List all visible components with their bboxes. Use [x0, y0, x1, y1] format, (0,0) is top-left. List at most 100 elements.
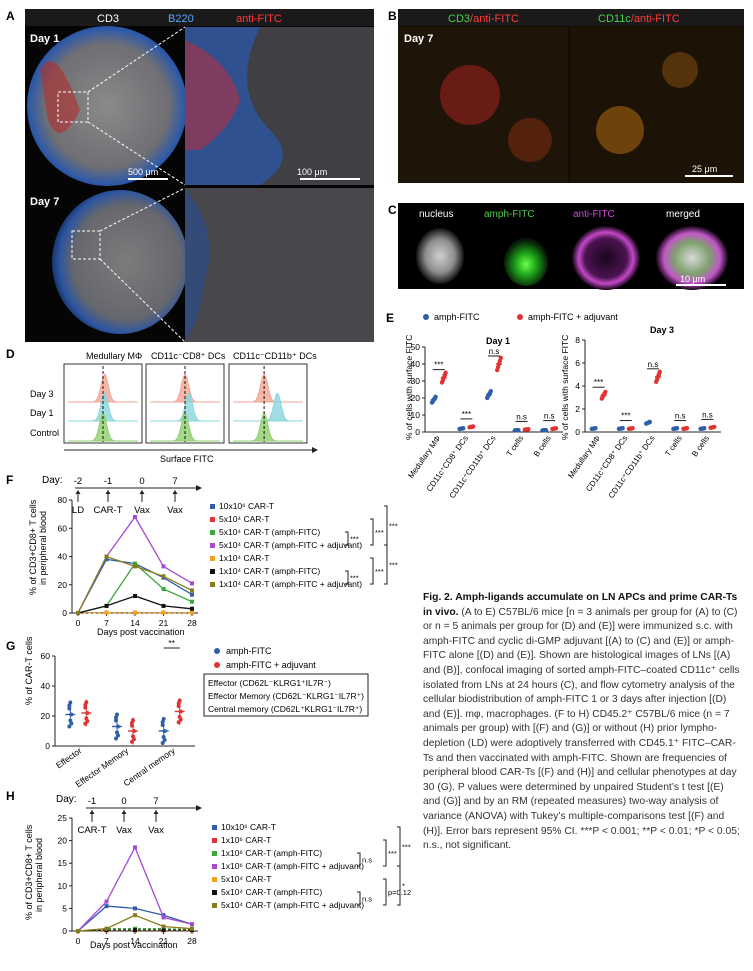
chart-h-timeline-tip — [153, 810, 159, 814]
panel-g-ylabel: % of CAR-T cells — [24, 636, 34, 705]
chart-f-series-point — [104, 557, 109, 562]
chart-h-bracket-label: n.s — [362, 895, 372, 904]
day1-y-tick-label: 0 — [415, 427, 420, 437]
day1-category-label: B cells — [532, 434, 553, 458]
chart-h-legend-swatch — [212, 851, 217, 856]
label-day7-b: Day 7 — [404, 33, 433, 45]
chart-f-series-point — [190, 588, 194, 593]
chart-h-bracket-label: *** — [402, 843, 411, 852]
day3-sig-label: *** — [594, 378, 603, 387]
label-anti-fitc-c: anti-FITC — [573, 209, 615, 220]
chart-h-bracket — [397, 826, 401, 867]
chart-h-series-point — [190, 926, 194, 931]
chart-f-timeline-event: CAR-T — [93, 505, 122, 516]
chart-g-y-tick-label: 0 — [45, 741, 50, 751]
panel-h-ylabel-2: in peripheral blood — [34, 838, 44, 912]
histogram-xlabel: Surface FITC — [160, 454, 214, 464]
chart-f-legend-swatch — [210, 582, 215, 587]
chart-f-bracket — [384, 544, 388, 585]
chart-h-legend-label: 5x10⁴ CAR-T — [221, 874, 271, 884]
panel-f-ylabel-2: in peripheral blood — [38, 511, 48, 585]
chart-f-series-point — [161, 564, 166, 569]
day1-sig-label: *** — [434, 361, 443, 370]
chart-f-series-point — [104, 610, 109, 615]
day3-point-adj — [654, 377, 660, 382]
histogram-title-medullary: Medullary MΦ — [86, 351, 142, 361]
panel-letter-h: H — [6, 789, 15, 803]
label-b220: B220 — [168, 13, 194, 25]
chart-f-series-point — [104, 603, 109, 608]
panel-letter-b: B — [388, 9, 397, 23]
chart-f-series-point — [133, 610, 137, 615]
day3-y-tick-label: 0 — [575, 427, 580, 437]
panel-e-ylabel-1: % of cells with surface FITC — [404, 335, 414, 440]
chart-f-series-point — [133, 564, 137, 569]
chart-h-y-tick-label: 15 — [58, 858, 68, 868]
day3-point-adj — [656, 372, 662, 377]
chart-f-x-tick-label: 7 — [104, 618, 109, 628]
chart-f-bracket-label: *** — [375, 567, 384, 576]
panel-h-ylabel-1: % of CD3+CD8+ T cells — [24, 824, 34, 920]
histogram-box — [145, 363, 225, 444]
chart-h-series-point — [104, 926, 109, 931]
day1-point-adj — [497, 358, 503, 364]
chart-h-series-point — [104, 904, 109, 909]
row-label-control: Control — [30, 428, 59, 438]
scalebar-500um: 500 μm — [128, 167, 158, 177]
chart-f-series-point — [161, 586, 166, 591]
chart-f-bracket — [345, 570, 349, 585]
chart-h-timeline-day: 7 — [153, 796, 158, 807]
chart-f-legend-swatch — [210, 504, 215, 509]
chart-h-legend-swatch — [212, 903, 217, 908]
chart-f-bracket — [384, 505, 388, 546]
panel-e-scatter: amph-FITC amph-FITC + adjuvant % of cell… — [404, 312, 721, 500]
chart-f-legend-label: 1x10⁴ CAR-T (amph-FITC) — [219, 566, 320, 576]
chart-f-legend-label: 5x10⁴ CAR-T (amph-FITC + adjuvant) — [219, 540, 362, 550]
chart-f-timeline-day: -1 — [104, 476, 112, 487]
label-anti-fitc: anti-FITC — [236, 13, 282, 25]
day1-y-tick-label: 20 — [411, 393, 421, 403]
day3-sig-label: n.s — [702, 410, 713, 419]
label-antifitc-b2: /anti-FITC — [631, 13, 680, 25]
label-cd3-b: CD3 — [448, 13, 470, 25]
chart-g-y-tick-label: 20 — [41, 711, 51, 721]
svg-text:CD3/anti-FITC: CD3/anti-FITC — [448, 13, 519, 25]
scalebar-10um: 10 μm — [680, 274, 705, 284]
chart-f-legend-label: 5x10⁴ CAR-T (amph-FITC) — [219, 527, 320, 537]
panel-letter-c: C — [388, 203, 397, 217]
day3-y-tick-label: 6 — [575, 358, 580, 368]
chart-f-legend-label: 10x10⁶ CAR-T — [219, 501, 274, 511]
day1-point-adj — [440, 377, 446, 383]
day1-y-tick-label: 10 — [411, 410, 421, 420]
legend-amph-fitc-e: amph-FITC — [434, 312, 480, 322]
label-antifitc-b1: /anti-FITC — [470, 13, 519, 25]
chart-f-legend-swatch — [210, 556, 215, 561]
chart-h-series-point — [133, 913, 137, 918]
chart-h-y-tick-label: 20 — [58, 836, 68, 846]
panel-letter-g: G — [6, 639, 15, 653]
day1-point-adj — [442, 372, 447, 378]
scalebar-25um: 25 μm — [692, 164, 717, 174]
panel-a-histology: CD3 B220 anti-FITC Day 1 500 μm 100 μm D… — [25, 9, 374, 343]
day1-y-tick-label: 30 — [411, 376, 421, 386]
timeline-h-day-label: Day: — [56, 794, 77, 805]
chart-h-timeline-tip — [89, 810, 95, 814]
panel-e-title-day3: Day 3 — [650, 325, 674, 335]
chart-f-series-point — [104, 554, 109, 559]
chart-h-y-tick-label: 0 — [62, 926, 67, 936]
chart-h-series-point — [133, 928, 137, 933]
chart-g-category-label: Effector — [54, 745, 84, 770]
chart-f-series-point — [190, 610, 194, 615]
chart-f-x-tick-label: 21 — [159, 618, 169, 628]
panel-f-xlabel: Days post vaccination — [97, 627, 185, 637]
def-central-memory: Central memory (CD62L⁺KLRG1⁻IL7R⁺) — [208, 704, 362, 714]
chart-h-legend-swatch — [212, 890, 217, 895]
chart-h-timeline-arrow — [196, 805, 202, 811]
chart-f-timeline-event: LD — [72, 505, 84, 516]
day1-sig-label: n.s — [489, 347, 500, 356]
day1-sig-label: n.s — [516, 412, 527, 421]
panel-d-histograms: Medullary MΦ CD11c⁻CD8⁺ DCs CD11c⁻CD11b⁺… — [30, 351, 318, 464]
chart-h-y-tick-label: 5 — [62, 903, 67, 913]
panel-c-cells: nucleus amph-FITC anti-FITC merged 10 μm — [398, 203, 744, 290]
def-effector: Effector (CD62L⁻KLRG1⁺IL7R⁻) — [208, 678, 331, 688]
